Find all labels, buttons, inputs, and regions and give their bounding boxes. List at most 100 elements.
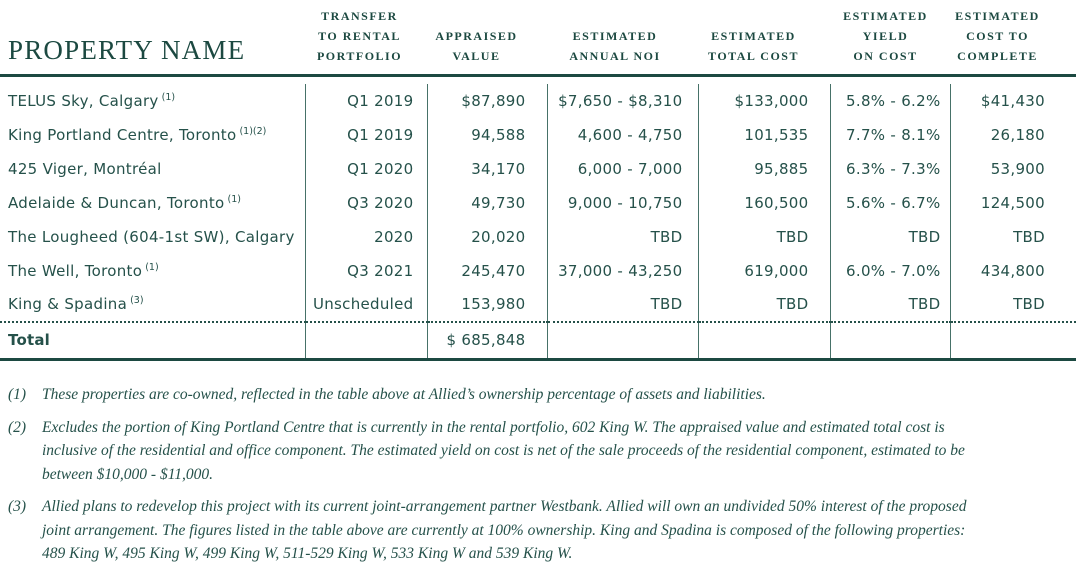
total-row: Total $ 685,848 [0, 320, 1076, 361]
spacer-row [0, 76, 1076, 84]
property-name-header: PROPERTY NAME [0, 0, 305, 77]
appraised-value-header: APPRAISED VALUE [427, 0, 547, 77]
header-line: ESTIMATED [843, 9, 928, 23]
property-name: Adelaide & Duncan, Toronto [8, 193, 225, 212]
spacer-cell [0, 76, 1076, 84]
estimated-annual-noi-cell: 6,000 - 7,000 [546, 151, 698, 186]
transfer-to-rental-portfolio-cell: Q3 2020 [304, 185, 427, 220]
development-properties-table: PROPERTY NAME TRANSFER TO RENTAL PORTFOLIO… [0, 0, 1076, 361]
estimated-yield-on-cost-cell: 7.7% - 8.1% [829, 117, 950, 152]
transfer-to-rental-portfolio-cell: Q1 2019 [304, 83, 427, 118]
footnote-reference: (1)(2) [239, 125, 267, 137]
property-name-cell: TELUS Sky, Calgary (1) [0, 84, 305, 118]
footnote-reference: (3) [130, 295, 144, 306]
table-row: The Well, Toronto (1) Q3 2021 245,470 37,000… [0, 253, 1076, 288]
property-name: 425 Viger, Montréal [8, 159, 162, 178]
footnote-text: Excludes the portion of King Portland Ce… [42, 416, 1076, 487]
property-name-cell: King Portland Centre, Toronto (1)(2) [0, 118, 305, 152]
footnote-text: Allied plans to redevelop this project w… [42, 495, 1076, 566]
header-row: PROPERTY NAME TRANSFER TO RENTAL PORTFOLIO… [0, 0, 1076, 77]
estimated-yield-on-cost-cell: 6.3% - 7.3% [829, 151, 950, 186]
footnote-reference: (1) [227, 193, 241, 205]
appraised-value-cell: 34,170 [426, 151, 547, 186]
footnote: (3) Allied plans to redevelop this projec… [8, 495, 1076, 566]
estimated-annual-noi-header: ESTIMATED ANNUAL NOI [547, 0, 698, 77]
transfer-to-rental-portfolio-header: TRANSFER TO RENTAL PORTFOLIO [305, 0, 427, 77]
estimated-annual-noi-total-cell [546, 320, 698, 361]
estimated-total-cost-cell: 619,000 [697, 253, 830, 288]
estimated-total-cost-cell: TBD [697, 219, 830, 254]
property-name-cell: The Well, Toronto (1) [0, 254, 305, 288]
footnote-reference: (1) [161, 91, 176, 103]
estimated-cost-to-complete-cell: 434,800 [949, 253, 1076, 288]
property-name-cell: The Lougheed (604-1st SW), Calgary [0, 220, 305, 254]
footnote: (1) These properties are co-owned, reflec… [8, 383, 1076, 407]
property-name-cell: King & Spadina (3) [0, 288, 305, 322]
estimated-annual-noi-cell: 9,000 - 10,750 [546, 185, 698, 220]
footnote-line: Excludes the portion of King Portland Ce… [42, 418, 945, 436]
footnote-line: Allied plans to redevelop this project w… [42, 498, 967, 515]
estimated-annual-noi-cell: 37,000 - 43,250 [546, 253, 698, 288]
header-line: TRANSFER [321, 9, 398, 23]
header-line: ANNUAL NOI [569, 49, 661, 63]
appraised-value-cell: $87,890 [426, 83, 547, 118]
footnote-line: 489 King W, 495 King W, 499 King W, 511-… [42, 545, 573, 562]
estimated-cost-to-complete-cell: $41,430 [949, 83, 1076, 118]
footnote-reference: (1) [145, 261, 159, 273]
appraised-value-cell: 245,470 [426, 253, 547, 288]
footnote-marker: (2) [8, 418, 27, 436]
appraised-value-cell: 20,020 [426, 219, 547, 254]
table-row: King & Spadina (3) Unscheduled 153,980 TBD TB… [0, 287, 1076, 322]
estimated-annual-noi-cell: TBD [546, 219, 698, 254]
footnote-line: These properties are co-owned, reflected… [42, 386, 766, 403]
estimated-total-cost-cell: $133,000 [697, 83, 830, 118]
transfer-to-rental-portfolio-total-cell [304, 320, 427, 361]
estimated-cost-to-complete-cell: 26,180 [949, 117, 1076, 152]
total-appraised-value: $ 685,848 [426, 320, 547, 361]
table-row: The Lougheed (604-1st SW), Calgary 2020 20… [0, 219, 1076, 254]
estimated-total-cost-cell: 95,885 [697, 151, 830, 186]
header-line: YIELD [862, 29, 909, 43]
header-line: TO RENTAL [318, 29, 401, 43]
estimated-cost-to-complete-header: ESTIMATED COST TO COMPLETE [950, 0, 1076, 77]
table-header: PROPERTY NAME TRANSFER TO RENTAL PORTFOLIO… [0, 0, 1076, 77]
transfer-to-rental-portfolio-cell: Q1 2020 [304, 151, 427, 186]
estimated-yield-on-cost-cell: TBD [829, 219, 950, 254]
estimated-annual-noi-cell: TBD [546, 287, 698, 322]
estimated-cost-to-complete-cell: TBD [949, 219, 1076, 254]
estimated-cost-to-complete-total-cell [949, 320, 1076, 361]
table-row: 425 Viger, Montréal Q1 2020 34,170 6,000 - … [0, 151, 1076, 186]
estimated-annual-noi-cell: 4,600 - 4,750 [546, 117, 698, 152]
property-name: TELUS Sky, Calgary [8, 91, 159, 110]
header-line: COST TO [966, 29, 1029, 43]
estimated-cost-to-complete-cell: 53,900 [949, 151, 1076, 186]
transfer-to-rental-portfolio-cell: Unscheduled [304, 287, 427, 322]
estimated-total-cost-header: ESTIMATED TOTAL COST [698, 0, 830, 77]
property-name: King Portland Centre, Toronto [8, 125, 237, 144]
estimated-yield-on-cost-header: ESTIMATED YIELD ON COST [830, 0, 950, 77]
estimated-annual-noi-cell: $7,650 - $8,310 [546, 83, 698, 118]
transfer-to-rental-portfolio-cell: Q3 2021 [304, 253, 427, 288]
transfer-to-rental-portfolio-cell: Q1 2019 [304, 117, 427, 152]
footnote-marker: (3) [8, 498, 27, 515]
estimated-yield-on-cost-total-cell [829, 320, 950, 361]
header-line: VALUE [452, 49, 501, 63]
footnote-line: inclusive of the residential and office … [42, 442, 965, 459]
footnote: (2) Excludes the portion of King Portland… [8, 416, 1076, 487]
property-name: The Well, Toronto [8, 261, 143, 280]
footnote-line: joint arrangement. The figures listed in… [42, 521, 966, 539]
table-row: TELUS Sky, Calgary (1) Q1 2019 $87,890 $7,65… [0, 83, 1076, 118]
header-line: APPRAISED [435, 29, 518, 43]
estimated-total-cost-total-cell [697, 320, 830, 361]
header-line: ESTIMATED [711, 29, 796, 43]
estimated-cost-to-complete-cell: 124,500 [949, 185, 1076, 220]
property-name-cell: 425 Viger, Montréal [0, 152, 305, 186]
estimated-total-cost-cell: 101,535 [697, 117, 830, 152]
footnotes-section: (1) These properties are co-owned, reflec… [0, 383, 1076, 566]
header-line: ESTIMATED [955, 9, 1040, 23]
property-name: King & Spadina [8, 295, 128, 313]
estimated-yield-on-cost-cell: 5.8% - 6.2% [829, 83, 950, 118]
header-line: ESTIMATED [572, 29, 658, 43]
estimated-total-cost-cell: 160,500 [697, 185, 830, 220]
